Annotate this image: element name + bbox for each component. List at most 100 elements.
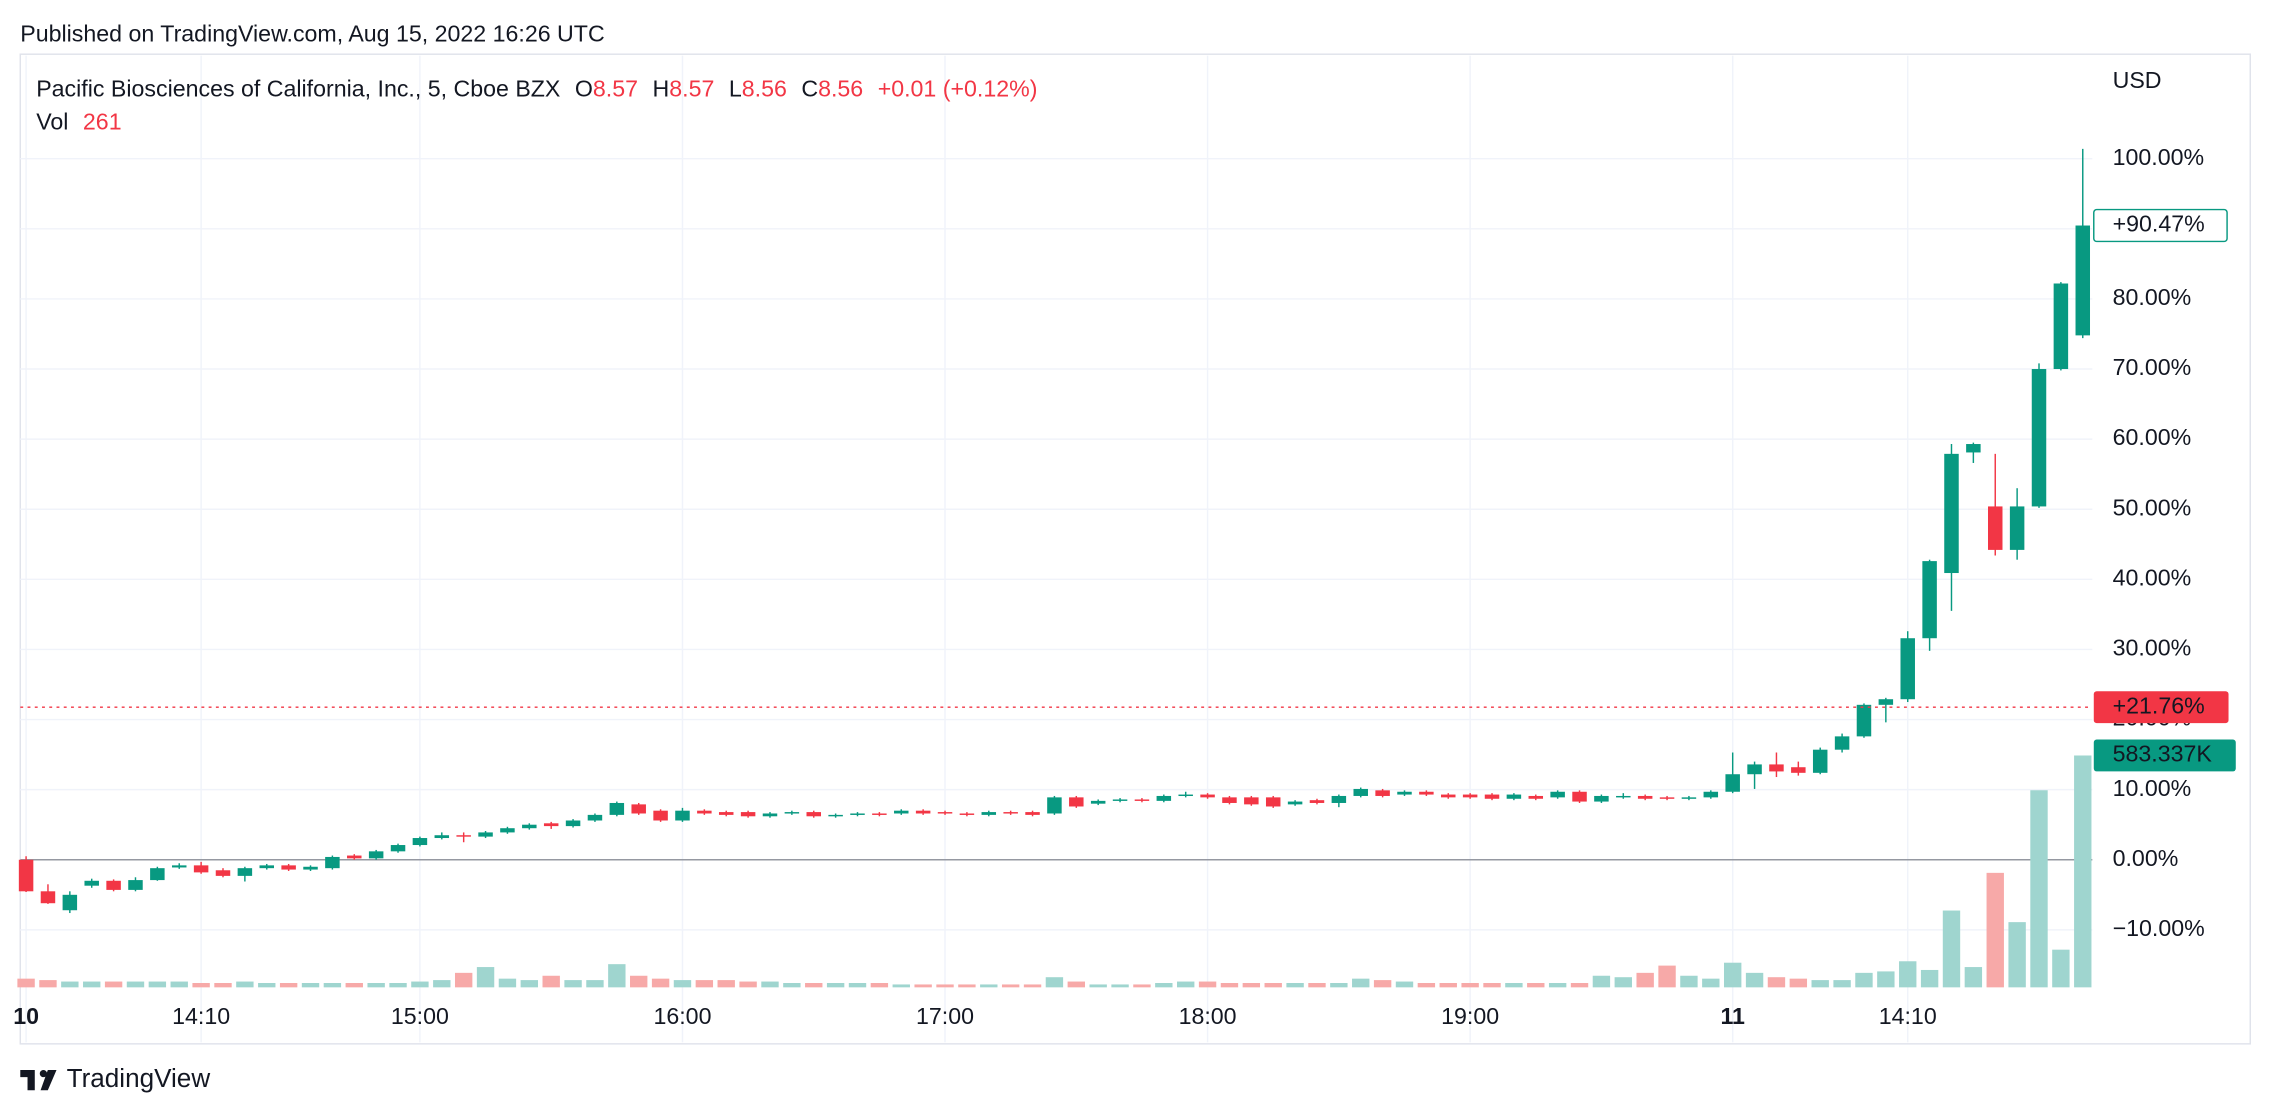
candle-body — [1178, 794, 1193, 797]
volume-bar — [805, 982, 823, 988]
volume-bar — [870, 982, 889, 988]
currency: USD — [2113, 67, 2162, 93]
candle-body — [281, 865, 296, 870]
volume-bar — [739, 981, 757, 988]
ohlc-label: C — [801, 76, 818, 102]
volume-bar — [1767, 977, 1786, 988]
candle-body — [543, 823, 559, 827]
candle-body — [128, 880, 143, 890]
candle-body — [500, 828, 515, 833]
candle-body — [1397, 791, 1412, 795]
candle-body — [522, 824, 537, 829]
volume-bar — [236, 981, 254, 988]
volume-bar — [323, 982, 342, 988]
volume-bar — [1614, 977, 1632, 988]
ohlc-label: L — [729, 76, 742, 102]
candle-body — [84, 880, 99, 886]
volume-bar — [630, 975, 648, 988]
volume-bar — [345, 982, 363, 988]
volume-bar — [1177, 981, 1195, 988]
logo-mark — [20, 1069, 57, 1091]
y-tick-label: 80.00% — [2113, 284, 2192, 310]
candle-body — [18, 859, 34, 892]
volume-bar — [389, 982, 407, 988]
volume-bar — [433, 980, 451, 988]
x-tick-label: 16:00 — [653, 1003, 711, 1029]
candle-body — [609, 802, 625, 815]
candle-body — [1900, 638, 1915, 700]
volume-bar — [608, 964, 626, 988]
candle-body — [697, 810, 712, 814]
candle-body — [915, 810, 931, 814]
candle-body — [1462, 794, 1478, 798]
volume-bar — [1308, 982, 1326, 988]
legend-line: Pacific Biosciences of California, Inc.,… — [36, 76, 1037, 102]
candle-body — [40, 891, 56, 904]
volume-bar — [1789, 978, 1808, 988]
volume-bar — [1373, 980, 1392, 988]
ohlc-value: 8.56 — [818, 76, 863, 102]
volume-bar — [1067, 981, 1085, 988]
volume-bar — [411, 981, 429, 988]
candle-body — [718, 812, 734, 815]
volume-bar — [1286, 982, 1304, 988]
candle-body — [347, 855, 362, 859]
candle-body — [1419, 791, 1434, 795]
candle-body — [1659, 797, 1675, 799]
candle-body — [215, 870, 231, 876]
ohlc-value: 8.57 — [593, 76, 638, 102]
volume-bar — [258, 982, 276, 988]
candle-body — [1244, 797, 1259, 805]
volume-bar — [520, 980, 539, 988]
volume-bar — [104, 981, 123, 988]
volume-bar — [1636, 972, 1654, 988]
volume-bar — [1023, 984, 1042, 988]
candle-body — [872, 813, 887, 815]
candle-body — [1506, 794, 1522, 799]
x-tick-label: 11 — [1720, 1003, 1745, 1029]
candle-body — [193, 865, 209, 873]
candle-body — [850, 813, 865, 815]
volume-bar — [1920, 969, 1939, 988]
candle-body — [237, 868, 253, 876]
volume-bar — [498, 978, 517, 988]
y-tick-label: 100.00% — [2113, 144, 2204, 170]
volume-bar — [1505, 982, 1523, 988]
y-tick-label: −10.00% — [2113, 915, 2205, 941]
volume-bar — [1680, 975, 1698, 988]
candle-body — [1528, 795, 1544, 799]
candle-body — [1856, 704, 1872, 737]
volume-bar — [848, 982, 867, 988]
candle-body — [434, 835, 450, 839]
candle-body — [959, 813, 975, 815]
volume-bar — [1964, 967, 1983, 988]
candle-body — [478, 832, 493, 837]
volume-bar — [2030, 790, 2048, 988]
candle-body — [1747, 764, 1762, 775]
candle-body — [784, 812, 800, 814]
candle-body — [1812, 749, 1828, 773]
volume-bar — [761, 981, 779, 988]
volume-bar — [586, 980, 604, 988]
candle-body — [1637, 795, 1653, 799]
volume-bar — [1352, 978, 1370, 988]
last-price-label: +90.47% — [2113, 211, 2205, 237]
candle-body — [1265, 797, 1281, 807]
y-tick-label: 40.00% — [2113, 564, 2192, 590]
volume-bar — [214, 982, 232, 988]
candle-body — [1616, 795, 1631, 798]
volume-bar — [2074, 755, 2092, 988]
x-tick-label: 14:10 — [172, 1003, 230, 1029]
volume-bar — [1592, 975, 1611, 988]
volume-bar — [914, 984, 932, 988]
volume-bar — [1417, 982, 1436, 988]
volume-bar — [1942, 910, 1961, 988]
y-tick-label: 30.00% — [2113, 635, 2192, 661]
candle-body — [828, 814, 843, 817]
candle-body — [1834, 736, 1850, 750]
volume-bar — [2008, 922, 2026, 988]
volume-bar — [2052, 949, 2070, 988]
candle-body — [303, 866, 318, 870]
candle-body — [675, 810, 690, 821]
